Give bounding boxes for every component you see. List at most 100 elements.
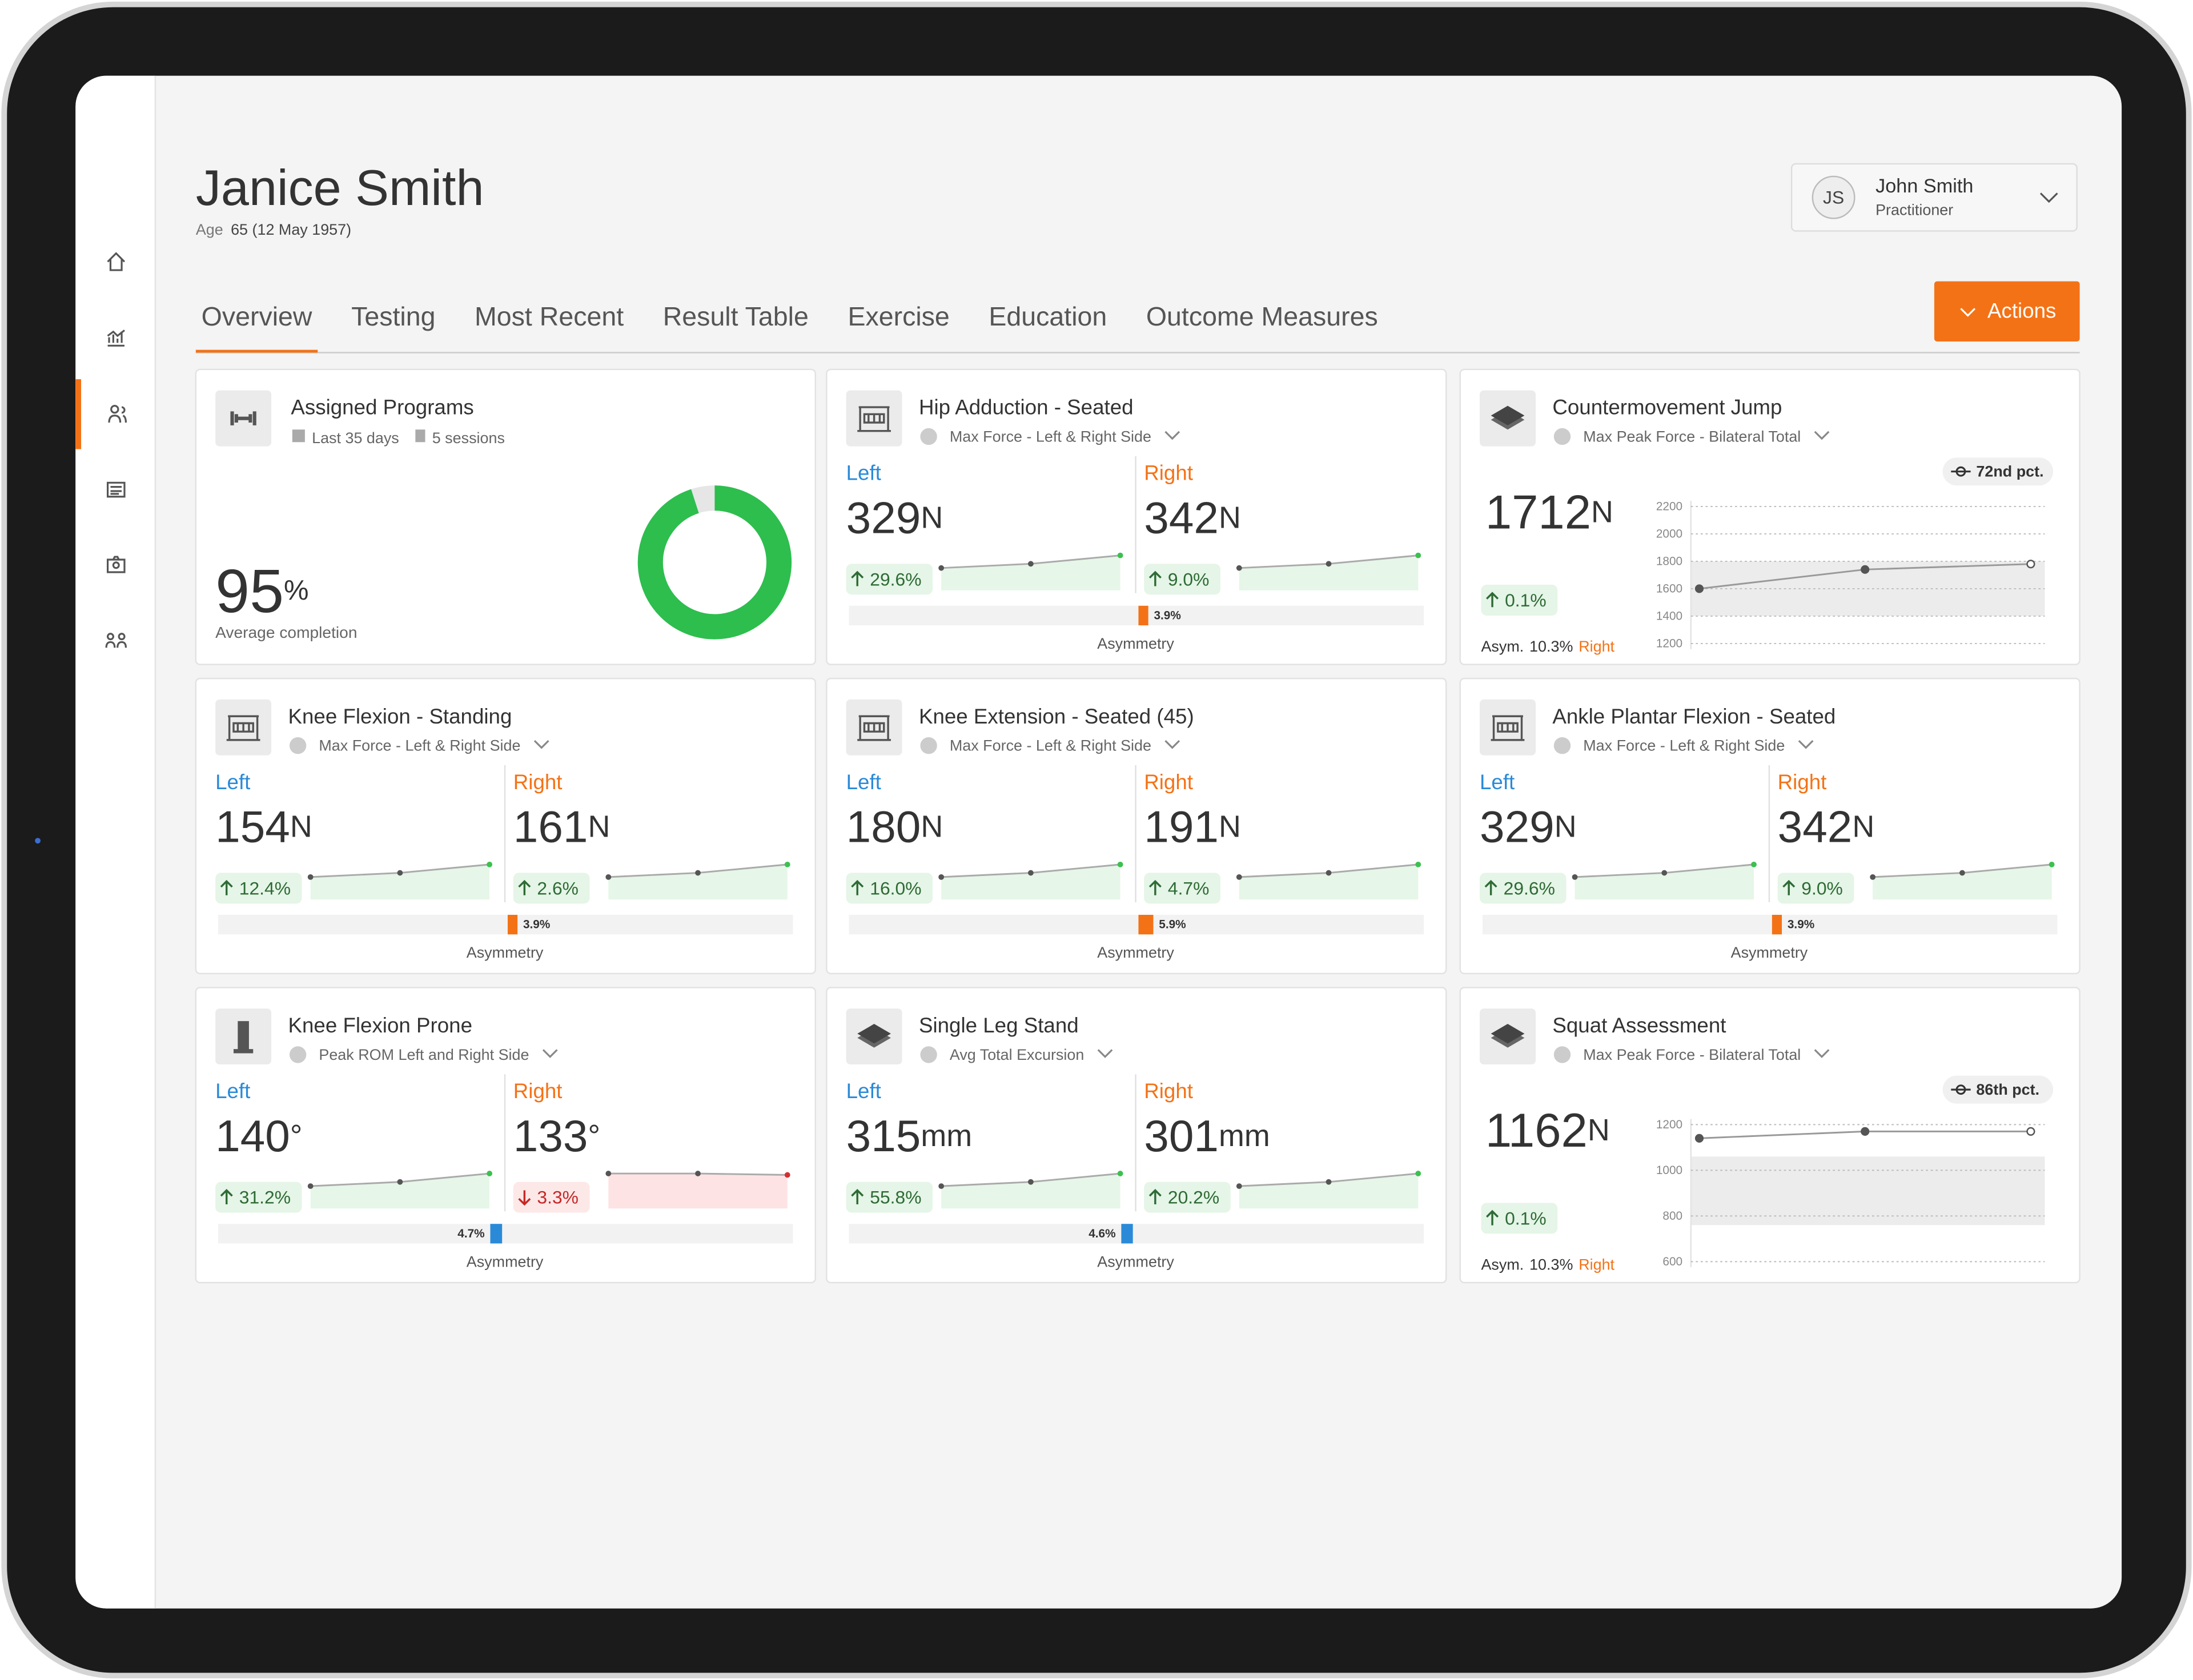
sparkline-area [1873,864,2052,900]
metric-selector[interactable]: Max Peak Force - Bilateral Total [1583,428,1801,445]
change-value: 12.4% [239,878,291,898]
metric-chevron[interactable] [1164,739,1180,749]
change-value: 55.8% [870,1187,921,1208]
tab[interactable]: Overview [202,302,312,331]
asymmetry-value: 5.9% [1159,918,1186,931]
actions-label[interactable]: Actions [1987,299,2056,323]
metric-icon [289,1046,307,1063]
sidebar-icon[interactable] [107,329,125,347]
side-value: 191N [1144,802,1241,852]
tab[interactable]: Result Table [663,302,809,331]
side-value-unit: ° [588,1119,601,1153]
tab[interactable]: Exercise [848,302,949,331]
card-title: Ankle Plantar Flexion - Seated [1552,705,1835,728]
change-value: 9.0% [1801,878,1843,898]
tab[interactable]: Education [989,302,1107,331]
normative-band [1690,1156,2045,1225]
user-menu[interactable] [1790,163,2078,232]
percentile: 86th pct. [1976,1081,2039,1098]
y-tick-label: 1200 [1656,637,1682,650]
metric-selector[interactable]: Max Force - Left & Right Side [950,428,1151,445]
sidebar-icon[interactable] [105,633,127,648]
metric-chevron[interactable] [1164,431,1180,440]
side-value: 342N [1778,802,1875,852]
tab[interactable]: Outcome Measures [1146,302,1378,331]
avatar [1812,175,1855,219]
total-value-unit: N [1591,495,1613,529]
side-label: Right [1144,770,1193,794]
side-value: 301mm [1144,1111,1270,1161]
change-badge [215,873,302,904]
user-role: Practitioner [1875,202,1953,219]
side-value-unit: N [1219,501,1241,535]
sparkline-point [487,1171,493,1176]
sparkline-point [1415,861,1421,867]
metric-selector[interactable]: Peak ROM Left and Right Side [319,1046,529,1063]
asymmetry-label: Asymmetry [467,944,544,961]
side-value: 133° [513,1111,600,1161]
total-value: 1712N [1485,485,1613,538]
card-icon [1491,405,1525,425]
metric-chevron[interactable] [533,739,549,749]
change-value: 29.6% [1504,878,1555,898]
card-title: Hip Adduction - Seated [919,396,1134,419]
metric-chevron[interactable] [1814,1049,1830,1058]
asymmetry-value: 3.9% [1788,918,1814,931]
side-value: 315mm [846,1111,972,1161]
metric-selector[interactable]: Avg Total Excursion [950,1046,1084,1063]
sparkline-point [397,1179,403,1185]
trend-point [2026,1127,2035,1136]
sidebar-icon[interactable] [107,252,126,271]
actions-button[interactable] [1934,281,2080,341]
tab[interactable]: Most Recent [475,302,624,331]
sidebar-icon[interactable] [106,556,126,573]
metric-selector[interactable]: Max Force - Left & Right Side [1583,737,1785,754]
metric-chevron[interactable] [542,1049,558,1058]
asymmetry-track [849,915,1424,935]
sparkline-point [605,1171,612,1176]
card-icon [857,406,891,432]
side-value-unit: N [290,810,312,844]
patient-name: Janice Smith [196,159,484,216]
side-value-number: 180 [846,802,921,852]
sidebar-icon[interactable] [108,404,127,423]
metric-icon [1553,1046,1571,1063]
sidebar-icon[interactable] [106,481,126,498]
y-tick-label: 800 [1662,1209,1682,1223]
asym-value: 10.3% [1529,1256,1573,1273]
side-value-number: 154 [215,802,290,852]
side-value-number: 342 [1778,802,1853,852]
asym-label: Asym. [1481,1256,1524,1273]
sparkline-point [1959,870,1965,876]
side-value: 180N [846,802,943,852]
user-menu-chevron[interactable] [2039,192,2058,203]
card-icon [238,1021,249,1052]
metric-selector[interactable]: Max Force - Left & Right Side [950,737,1151,754]
side-label: Left [846,461,881,485]
metric-selector[interactable]: Max Force - Left & Right Side [319,737,520,754]
change-value: 20.2% [1168,1187,1219,1208]
tab[interactable]: Testing [351,302,435,331]
avatar-initials: JS [1823,187,1844,208]
sparkline-point [695,870,701,876]
change-value: 0.1% [1505,1208,1547,1228]
metric-chevron[interactable] [1097,1049,1113,1058]
card-icon [233,1049,254,1054]
metric-icon [920,428,937,445]
sparkline-point [2049,861,2055,867]
side-value-number: 329 [1480,802,1555,852]
sparkline-area [941,864,1120,900]
total-value: 1162N [1485,1104,1610,1157]
change-arrow [220,879,233,895]
asymmetry-bar [507,915,518,935]
asymmetry-track [1482,915,2058,935]
metric-chevron[interactable] [1814,431,1830,440]
sparkline-point [1326,870,1332,876]
trend-point [1694,584,1704,593]
y-tick-label: 1600 [1656,582,1682,595]
metric-selector[interactable]: Max Peak Force - Bilateral Total [1583,1046,1801,1063]
change-badge [513,1181,590,1213]
total-value-unit: N [1588,1113,1610,1147]
metric-chevron[interactable] [1798,739,1814,749]
